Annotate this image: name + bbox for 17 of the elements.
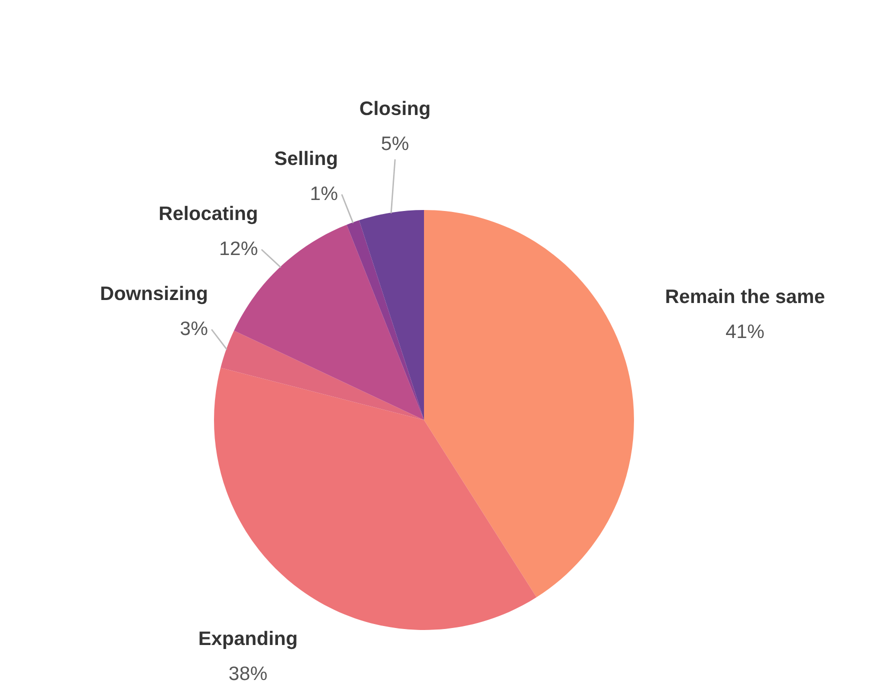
pie-slice — [424, 210, 634, 598]
slice-label: Relocating — [160, 206, 257, 224]
slice-label: Selling — [274, 150, 337, 170]
pie-slice — [346, 220, 424, 420]
slice-label: Expanding — [200, 630, 296, 650]
pie-slice — [359, 210, 424, 420]
data-label: 41% — [726, 324, 764, 338]
data-label: 12% — [220, 241, 258, 256]
data-label: 38% — [229, 666, 267, 680]
slice-label: Downsizing — [101, 286, 207, 304]
slice-label: Remain the same — [666, 288, 824, 304]
pie-slice — [220, 330, 424, 420]
data-label: 1% — [311, 186, 338, 200]
pie-slice — [214, 368, 537, 630]
slice-label: Closing — [360, 100, 430, 120]
data-label: 5% — [382, 136, 408, 150]
data-label: 3% — [180, 321, 208, 336]
